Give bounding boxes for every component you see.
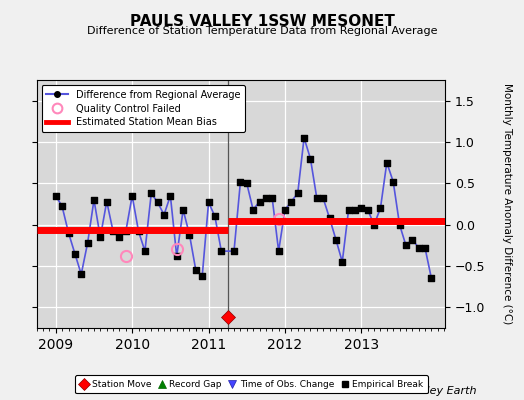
Point (319, 195, 328, 202)
Point (383, 160, 391, 166)
Point (217, 248, 225, 254)
Text: Berkeley Earth: Berkeley Earth (395, 386, 477, 396)
Point (71, 250, 79, 257)
Point (134, 228, 143, 234)
Point (408, 236, 417, 243)
Point (90, 197, 98, 203)
Point (198, 273, 206, 279)
Point (306, 155, 314, 162)
Point (255, 198, 264, 205)
Point (172, 253, 181, 259)
Point (338, 259, 346, 265)
Point (204, 199, 213, 206)
Point (211, 213, 219, 220)
Point (268, 195, 276, 202)
Point (287, 198, 296, 205)
Y-axis label: Monthly Temperature Anomaly Difference (°C): Monthly Temperature Anomaly Difference (… (503, 83, 512, 325)
Point (427, 275, 435, 282)
Point (141, 248, 149, 254)
Point (261, 195, 270, 202)
Point (357, 205, 366, 211)
Point (402, 242, 410, 248)
Point (300, 135, 308, 141)
Point (147, 190, 156, 196)
Point (230, 248, 238, 254)
Point (421, 245, 429, 251)
Point (154, 199, 162, 206)
Legend: Station Move, Record Gap, Time of Obs. Change, Empirical Break: Station Move, Record Gap, Time of Obs. C… (75, 376, 428, 394)
Point (115, 234, 124, 240)
Point (293, 190, 302, 196)
Point (414, 245, 423, 251)
Point (192, 267, 200, 273)
Point (389, 178, 397, 185)
Point (58, 203, 67, 210)
Point (364, 206, 372, 213)
Point (370, 222, 378, 228)
Point (96, 234, 104, 240)
Point (77, 271, 85, 278)
Point (376, 205, 385, 211)
Point (179, 206, 187, 213)
Point (236, 178, 245, 185)
Point (243, 180, 251, 186)
Point (275, 248, 283, 254)
Point (103, 198, 111, 205)
Point (83, 240, 92, 246)
Point (313, 195, 321, 202)
Point (281, 206, 289, 213)
Point (396, 222, 404, 228)
Text: Difference of Station Temperature Data from Regional Average: Difference of Station Temperature Data f… (87, 26, 437, 36)
Legend: Difference from Regional Average, Quality Control Failed, Estimated Station Mean: Difference from Regional Average, Qualit… (41, 85, 245, 132)
Point (51, 192, 60, 199)
Point (122, 228, 130, 234)
Point (64, 230, 73, 236)
Point (160, 212, 168, 218)
Point (344, 206, 353, 213)
Point (351, 206, 359, 213)
Point (128, 192, 136, 199)
Point (332, 236, 340, 243)
Point (325, 215, 334, 221)
Point (185, 231, 194, 238)
Point (166, 192, 174, 199)
Point (249, 206, 257, 213)
Point (109, 228, 117, 234)
Text: PAULS VALLEY 1SSW MESONET: PAULS VALLEY 1SSW MESONET (129, 14, 395, 29)
